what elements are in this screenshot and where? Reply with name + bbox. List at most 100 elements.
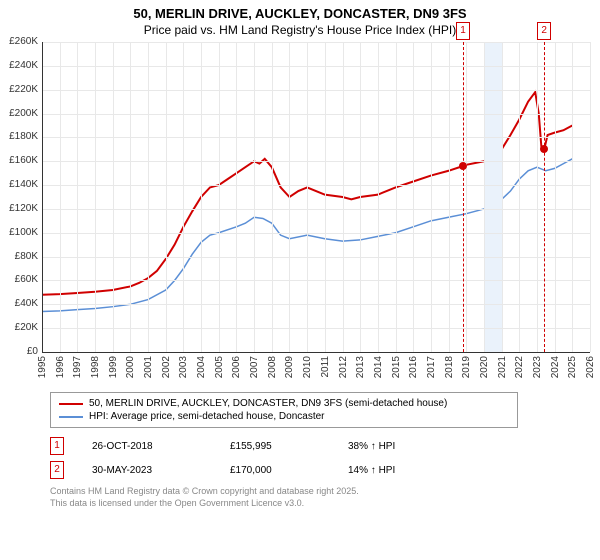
grid-line-y [42,185,590,186]
plot-area: £0£20K£40K£60K£80K£100K£120K£140K£160K£1… [42,42,590,352]
legend-swatch [59,403,83,405]
chart-title: 50, MERLIN DRIVE, AUCKLEY, DONCASTER, DN… [0,0,600,21]
grid-line-y [42,66,590,67]
legend-label: HPI: Average price, semi-detached house,… [89,411,325,422]
x-tick-label: 2022 [514,356,525,378]
data-marker [540,145,548,153]
grid-line-x [502,42,503,352]
legend-label: 50, MERLIN DRIVE, AUCKLEY, DONCASTER, DN… [89,398,447,409]
x-tick-label: 2014 [373,356,384,378]
transaction-row: 126-OCT-2018£155,99538% ↑ HPI [50,434,395,458]
x-tick-label: 2009 [284,356,295,378]
x-tick-label: 2021 [497,356,508,378]
x-tick-label: 2004 [196,356,207,378]
x-tick-label: 2017 [426,356,437,378]
x-tick-label: 2010 [302,356,313,378]
callout-marker: 2 [537,22,551,40]
grid-line-x [413,42,414,352]
grid-line-x [219,42,220,352]
grid-line-y [42,209,590,210]
grid-line-x [572,42,573,352]
y-tick-label: £20K [0,322,38,333]
grid-line-x [325,42,326,352]
x-tick-label: 2001 [143,356,154,378]
x-tick-label: 2019 [461,356,472,378]
x-tick-label: 2011 [320,356,331,378]
x-tick-label: 2000 [125,356,136,378]
grid-line-x [590,42,591,352]
grid-line-x [431,42,432,352]
callout-line [544,42,545,352]
grid-line-x [183,42,184,352]
grid-line-y [42,233,590,234]
grid-line-x [166,42,167,352]
callout-line [463,42,464,352]
transaction-rows: 126-OCT-2018£155,99538% ↑ HPI230-MAY-202… [50,434,395,482]
x-tick-label: 2023 [532,356,543,378]
grid-line-x [466,42,467,352]
chart-svg [42,42,590,352]
x-tick-label: 2015 [391,356,402,378]
x-tick-label: 2016 [408,356,419,378]
grid-line-x [148,42,149,352]
grid-line-y [42,328,590,329]
x-tick-label: 2012 [338,356,349,378]
legend-box: 50, MERLIN DRIVE, AUCKLEY, DONCASTER, DN… [50,392,518,428]
x-tick-label: 1999 [108,356,119,378]
x-tick-label: 2006 [231,356,242,378]
grid-line-x [60,42,61,352]
y-tick-label: £0 [0,346,38,357]
y-tick-label: £140K [0,179,38,190]
chart-container: 50, MERLIN DRIVE, AUCKLEY, DONCASTER, DN… [0,0,600,560]
y-tick-label: £220K [0,84,38,95]
grid-line-y [42,137,590,138]
y-tick-label: £240K [0,60,38,71]
grid-line-x [77,42,78,352]
grid-line-x [130,42,131,352]
x-tick-label: 2008 [267,356,278,378]
callout-marker: 1 [456,22,470,40]
grid-line-x [449,42,450,352]
grid-line-x [95,42,96,352]
grid-line-y [42,161,590,162]
x-tick-label: 1995 [37,356,48,378]
y-tick-label: £40K [0,298,38,309]
y-tick-label: £120K [0,203,38,214]
grid-line-x [484,42,485,352]
legend-item: HPI: Average price, semi-detached house,… [59,410,509,423]
grid-line-y [42,280,590,281]
footer-attribution: Contains HM Land Registry data © Crown c… [50,486,359,509]
x-tick-label: 1998 [90,356,101,378]
x-tick-label: 2003 [178,356,189,378]
grid-line-y [42,90,590,91]
x-tick-label: 2013 [355,356,366,378]
grid-line-x [236,42,237,352]
footer-line1: Contains HM Land Registry data © Crown c… [50,486,359,498]
y-tick-label: £160K [0,155,38,166]
transaction-price: £170,000 [230,465,320,476]
transaction-delta: 38% ↑ HPI [348,441,395,452]
grid-line-x [360,42,361,352]
y-axis [42,42,43,352]
x-tick-label: 2026 [585,356,596,378]
grid-line-x [396,42,397,352]
legend-item: 50, MERLIN DRIVE, AUCKLEY, DONCASTER, DN… [59,397,509,410]
transaction-index: 1 [50,437,64,455]
grid-line-x [519,42,520,352]
grid-line-y [42,114,590,115]
y-tick-label: £60K [0,274,38,285]
x-tick-label: 2007 [249,356,260,378]
x-tick-label: 2002 [161,356,172,378]
grid-line-y [42,257,590,258]
x-tick-label: 2020 [479,356,490,378]
grid-line-x [307,42,308,352]
grid-line-y [42,42,590,43]
transaction-row: 230-MAY-2023£170,00014% ↑ HPI [50,458,395,482]
grid-line-x [555,42,556,352]
grid-line-x [201,42,202,352]
x-tick-label: 2025 [567,356,578,378]
y-tick-label: £180K [0,131,38,142]
transaction-index: 2 [50,461,64,479]
grid-line-x [254,42,255,352]
transaction-price: £155,995 [230,441,320,452]
